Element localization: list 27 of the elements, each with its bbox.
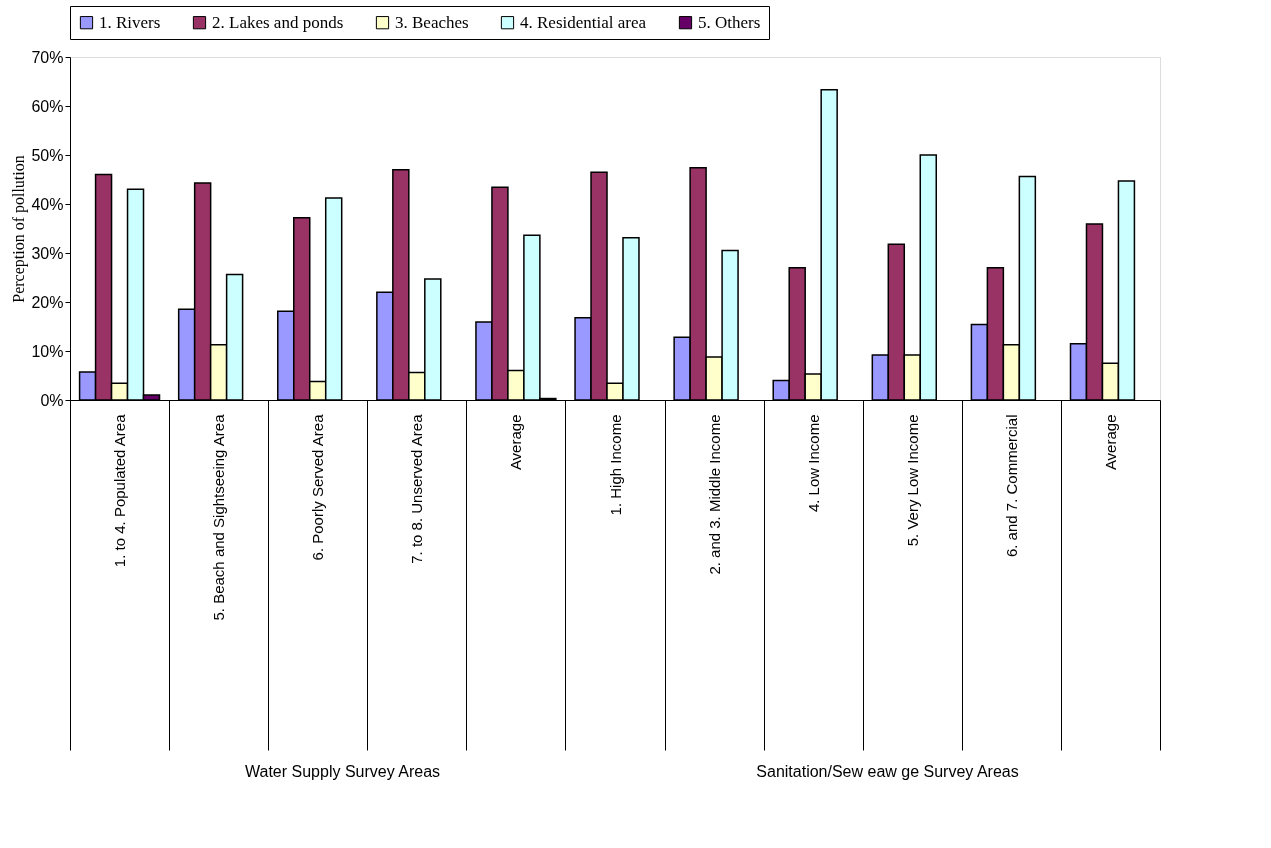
y-tick-label: 0% — [40, 391, 64, 409]
x-tick-label: 5. Beach and Sightseeing Area — [210, 413, 228, 621]
text: Sanitation/Sew eaw ge Survey Areas — [756, 763, 1019, 780]
legend-label: 3. Beaches — [395, 12, 469, 32]
x-tick-label: Average — [1101, 414, 1119, 471]
x-tick-label: 7. to 8. Unserved Area — [408, 413, 426, 564]
y-tick-label: 60% — [31, 97, 64, 115]
x-tick-label: 1. High Income — [606, 414, 624, 516]
y-tick-label: 40% — [31, 195, 64, 213]
x-tick-label: 4. Low Income — [804, 414, 822, 513]
y-tick-label: 20% — [31, 293, 64, 311]
x-tick-label: 6. Poorly Served Area — [309, 413, 327, 561]
y-axis-title: Perception of pollution — [10, 155, 29, 303]
x-tick-label: 5. Very Low Income — [903, 414, 921, 547]
x-tick-label: 2. and 3. Middle Income — [705, 414, 723, 575]
x-tick-label: Average — [507, 414, 525, 471]
y-tick-label: 70% — [31, 48, 64, 66]
text: Water Supply Survey Areas — [244, 763, 441, 780]
y-tick-label: 30% — [31, 244, 64, 262]
y-tick-label: 10% — [31, 342, 64, 360]
legend-label: 1. Rivers — [99, 12, 161, 32]
x-tick-label: 6. and 7. Commercial — [1002, 414, 1020, 558]
x-tick-label: 1. to 4. Populated Area — [111, 413, 129, 568]
y-tick-label: 50% — [31, 146, 64, 164]
legend-label: 4. Residential area — [520, 12, 647, 32]
legend-label: 5. Others — [698, 12, 761, 32]
legend-label: 2. Lakes and ponds — [212, 12, 344, 32]
